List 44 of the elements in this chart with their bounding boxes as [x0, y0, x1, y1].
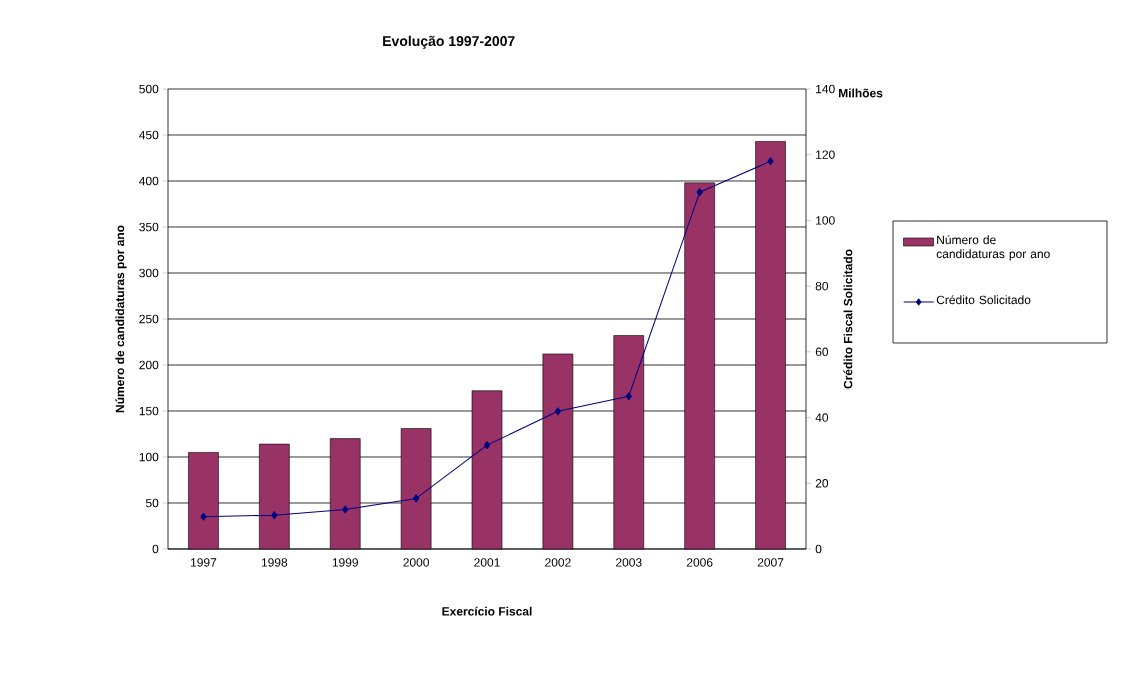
x-tick-label: 2001 [474, 558, 500, 567]
y-tick-label: 50 [145, 498, 159, 508]
x-tick-label: 2002 [545, 558, 571, 567]
legend-label: Número de candidaturas por ano [936, 235, 1050, 261]
point [412, 494, 420, 503]
y2-axis-title: Crédito Fiscal Solicitado [843, 249, 853, 389]
y-tick-label: 500 [139, 84, 159, 94]
y-tick-label: 0 [152, 544, 159, 554]
x-tick-label: 2003 [616, 558, 642, 567]
point [342, 505, 349, 514]
chart-title: Evolução 1997-2007 [383, 35, 515, 49]
x-axis-title: Exercício Fiscal [442, 606, 532, 616]
legend-label: Crédito Solicitado [936, 295, 1031, 305]
y-tick-label: 250 [139, 314, 159, 324]
point [767, 157, 774, 166]
x-tick-label: 2006 [686, 558, 713, 567]
y-tick-label: 400 [139, 176, 159, 186]
y-tick-label: 300 [139, 268, 159, 278]
y2-tick-label: 20 [815, 479, 829, 488]
y2-tick-label: 140 [816, 84, 835, 94]
y-axis-title: Número de candidaturas por ano [115, 225, 127, 413]
x-tick-label: 1997 [191, 558, 217, 567]
y2-tick-label: 60 [815, 347, 829, 357]
y-tick-label: 100 [139, 452, 159, 462]
point [200, 512, 207, 521]
x-tick-label: 2007 [757, 558, 784, 567]
y-tick-label: 350 [139, 222, 159, 232]
y2-tick-label: 40 [815, 413, 829, 422]
point [271, 511, 278, 520]
x-tick-label: 2000 [403, 558, 429, 567]
text: Milhões [839, 88, 883, 98]
x-tick-label: 1998 [261, 558, 288, 567]
point [696, 188, 703, 197]
y2-tick-label: 120 [816, 150, 835, 159]
y-tick-label: 450 [139, 130, 159, 140]
point [483, 441, 491, 450]
y2-tick-label: 0 [815, 544, 822, 554]
y-tick-label: 200 [139, 360, 159, 370]
x-tick-label: 1999 [332, 558, 358, 567]
point [554, 407, 562, 416]
point [625, 392, 632, 401]
y2-tick-label: 80 [815, 281, 829, 291]
y-tick-label: 150 [139, 406, 159, 416]
y2-tick-label: 100 [816, 216, 835, 225]
